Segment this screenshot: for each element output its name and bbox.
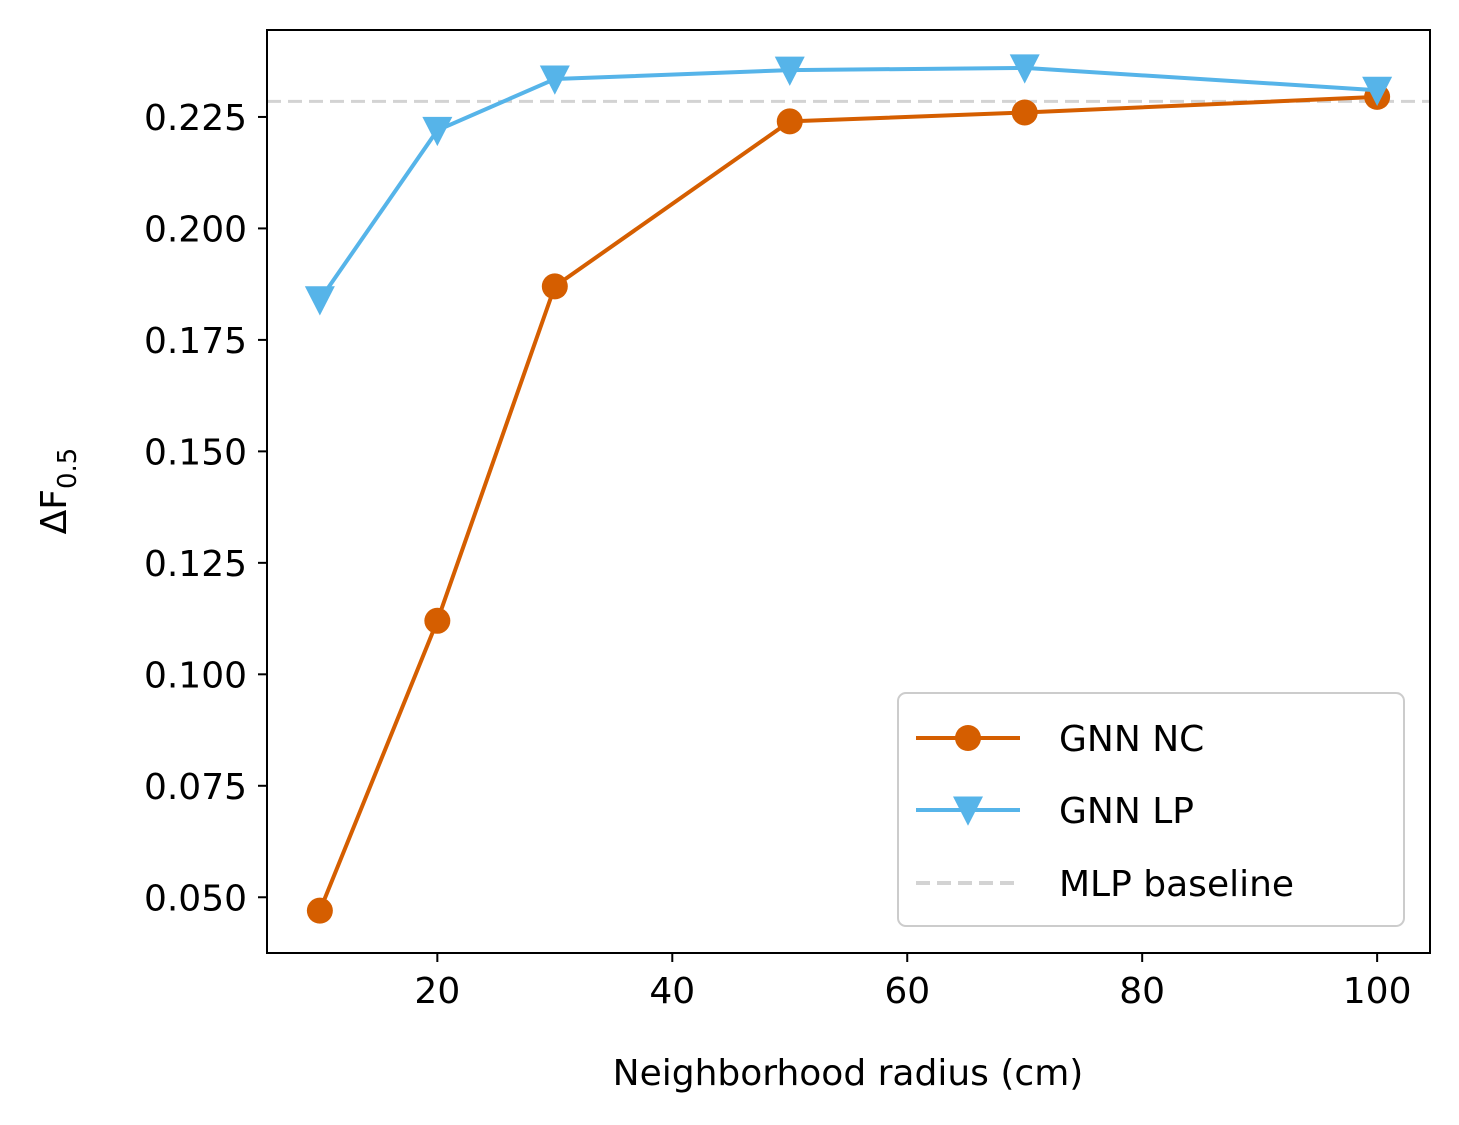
axis-ticks: 20 40 60 80 100 0.050 0.075 0.100 0.125 0.150 0.17… [144, 98, 1412, 1012]
legend: GNN NC GNN LP MLP baseline [897, 692, 1405, 927]
legend-label-nc: GNN NC [1059, 719, 1204, 760]
y-tick-label: 0.225 [144, 98, 247, 139]
data-point-lp [304, 286, 335, 316]
x-tick-label: 20 [414, 971, 460, 1012]
legend-box [897, 692, 1405, 927]
data-point-lp [539, 65, 570, 95]
data-point-lp [1362, 76, 1393, 106]
x-tick-label: 100 [1343, 971, 1412, 1012]
plot-frame [266, 29, 1431, 954]
y-axis-label: ΔF0.5 [34, 448, 83, 535]
plot-area [267, 54, 1430, 924]
y-tick-label: 0.125 [144, 544, 247, 585]
legend-marker-lp [953, 796, 983, 826]
legend-marker-nc [955, 725, 981, 751]
data-point-lp [422, 116, 453, 147]
data-point-nc [424, 607, 451, 634]
data-point-nc [306, 897, 333, 924]
series-line-lp [318, 65, 1378, 301]
data-point-lp [774, 56, 805, 86]
y-tick-label: 0.050 [144, 878, 247, 919]
series-line-nc [318, 94, 1378, 912]
data-point-nc [541, 273, 568, 300]
y-tick-label: 0.200 [144, 209, 247, 250]
data-point-lp [1009, 54, 1040, 84]
y-axis-label-main: ΔF [34, 489, 75, 534]
data-point-nc [776, 108, 803, 135]
legend-label-lp: GNN LP [1059, 791, 1194, 832]
legend-label-baseline: MLP baseline [1059, 864, 1294, 905]
x-axis-label: Neighborhood radius (cm) [613, 1053, 1084, 1094]
y-tick-label: 0.175 [144, 321, 247, 362]
x-tick-label: 80 [1119, 971, 1165, 1012]
x-tick-label: 60 [884, 971, 930, 1012]
y-tick-label: 0.075 [144, 767, 247, 808]
x-tick-label: 40 [649, 971, 695, 1012]
y-tick-label: 0.100 [144, 655, 247, 696]
y-axis-label-subscript: 0.5 [53, 448, 83, 489]
y-tick-label: 0.150 [144, 432, 247, 473]
data-point-nc [1011, 99, 1038, 126]
